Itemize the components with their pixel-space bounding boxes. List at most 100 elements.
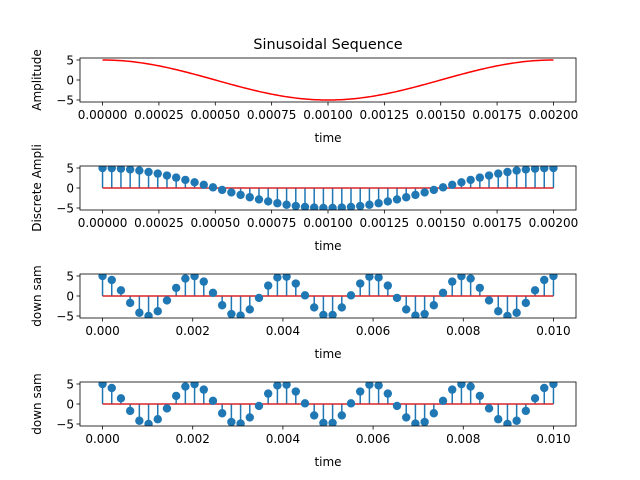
stem-marker bbox=[227, 188, 236, 197]
x-tick-label: 0.00125 bbox=[360, 216, 410, 230]
stem-marker bbox=[346, 291, 356, 300]
stem-marker bbox=[135, 308, 144, 317]
stem-marker bbox=[199, 385, 208, 394]
x-tick-label: 0.00000 bbox=[78, 216, 128, 230]
stem-marker bbox=[291, 387, 300, 396]
stem-marker bbox=[171, 283, 181, 293]
stem-marker bbox=[374, 382, 383, 390]
subplot-1-plot bbox=[102, 59, 554, 101]
stem-marker bbox=[300, 202, 310, 210]
stem-marker bbox=[273, 199, 282, 208]
stem-marker bbox=[98, 166, 107, 173]
stem-marker bbox=[438, 288, 448, 298]
stem-marker bbox=[402, 305, 411, 314]
x-tick-label: 0.002 bbox=[176, 324, 210, 338]
stem-marker bbox=[153, 169, 162, 178]
stem-marker bbox=[245, 413, 254, 422]
stem-marker bbox=[190, 274, 199, 281]
stem-marker bbox=[181, 175, 190, 185]
x-tick-label: 0.010 bbox=[536, 432, 570, 446]
stem-marker bbox=[383, 281, 393, 290]
stem-marker bbox=[521, 298, 531, 308]
y-tick-label: 5 bbox=[66, 377, 74, 391]
stem-marker bbox=[402, 193, 411, 202]
x-tick-label: 0.008 bbox=[446, 324, 480, 338]
x-tick-label: 0.00100 bbox=[303, 216, 353, 230]
x-tick-label: 0.00175 bbox=[472, 108, 522, 122]
stem-marker bbox=[356, 201, 365, 210]
stem-marker bbox=[530, 286, 540, 295]
stem-marker bbox=[356, 279, 365, 288]
stem-marker bbox=[411, 311, 420, 318]
stem-marker bbox=[429, 301, 439, 310]
stem-marker bbox=[438, 396, 448, 406]
stem-marker bbox=[549, 166, 558, 173]
stem-marker bbox=[503, 167, 512, 177]
stem-marker bbox=[254, 195, 264, 204]
stem-marker bbox=[98, 274, 107, 281]
stem-marker bbox=[392, 293, 402, 303]
stem-marker bbox=[392, 401, 402, 411]
stem-marker bbox=[291, 201, 300, 210]
stem-marker bbox=[162, 171, 172, 180]
subplot-4-ylabel: down sam bbox=[30, 373, 44, 435]
x-tick-label: 0.006 bbox=[356, 432, 390, 446]
stem-marker bbox=[135, 416, 144, 425]
stem-marker bbox=[162, 296, 172, 305]
x-tick-label: 0.00150 bbox=[416, 216, 466, 230]
x-tick-label: 0.008 bbox=[446, 432, 480, 446]
stem-marker bbox=[420, 417, 429, 426]
stem-marker bbox=[319, 203, 328, 210]
x-tick-label: 0.010 bbox=[536, 324, 570, 338]
x-tick-label: 0.00200 bbox=[529, 108, 579, 122]
stem-marker bbox=[245, 193, 254, 202]
stem-marker bbox=[217, 409, 227, 418]
stem-marker bbox=[300, 291, 310, 300]
stem-marker bbox=[484, 296, 494, 305]
stem-marker bbox=[245, 305, 254, 314]
x-tick-label: 0.000 bbox=[85, 324, 119, 338]
stem-marker bbox=[309, 303, 319, 312]
stem-marker bbox=[254, 401, 264, 411]
stem-marker bbox=[273, 382, 282, 390]
subplot-3-ylabel: down sam bbox=[30, 265, 44, 327]
stem-marker bbox=[116, 394, 126, 403]
stem-marker bbox=[236, 419, 245, 426]
stem-marker bbox=[411, 419, 420, 426]
stem-marker bbox=[153, 415, 162, 424]
stem-marker bbox=[144, 167, 153, 177]
subplot-4-plot bbox=[98, 382, 558, 426]
subplot-2-ylabel: Discrete Ampli bbox=[30, 144, 44, 232]
stem-marker bbox=[448, 385, 457, 394]
x-tick-label: 0.006 bbox=[356, 324, 390, 338]
x-tick-label: 0.00175 bbox=[472, 216, 522, 230]
stem-marker bbox=[346, 202, 356, 210]
stem-marker bbox=[383, 197, 393, 206]
stem-marker bbox=[392, 195, 402, 204]
stem-marker bbox=[494, 307, 503, 316]
y-tick-label: 5 bbox=[66, 269, 74, 283]
stem-marker bbox=[135, 166, 144, 175]
stem-marker bbox=[162, 404, 172, 413]
stem-marker bbox=[374, 199, 383, 208]
subplot-1-title: Sinusoidal Sequence bbox=[253, 37, 402, 53]
subplot-4: 0.000 0.002 0.004 0.006 0.008 0.010−505 time … bbox=[30, 373, 577, 469]
stem-marker bbox=[457, 274, 466, 281]
stem-marker bbox=[356, 387, 365, 396]
subplot-3: 0.000 0.002 0.004 0.006 0.008 0.010−505 time … bbox=[30, 265, 577, 361]
stem-marker bbox=[494, 169, 503, 178]
stem-marker bbox=[540, 166, 549, 173]
stem-marker bbox=[420, 188, 429, 197]
stem-marker bbox=[530, 394, 540, 403]
stem-marker bbox=[540, 275, 549, 285]
y-tick-label: 0 bbox=[66, 289, 74, 303]
subplot-3-ticks: 0.000 0.002 0.004 0.006 0.008 0.010 −5 0 5 bbox=[56, 269, 570, 338]
stem-marker bbox=[448, 180, 457, 190]
stem-marker bbox=[365, 274, 374, 281]
stem-marker bbox=[190, 178, 199, 187]
stem-marker bbox=[236, 190, 245, 200]
x-tick-label: 0.00000 bbox=[78, 108, 128, 122]
stem-marker bbox=[300, 399, 310, 408]
x-tick-label: 0.004 bbox=[266, 432, 300, 446]
